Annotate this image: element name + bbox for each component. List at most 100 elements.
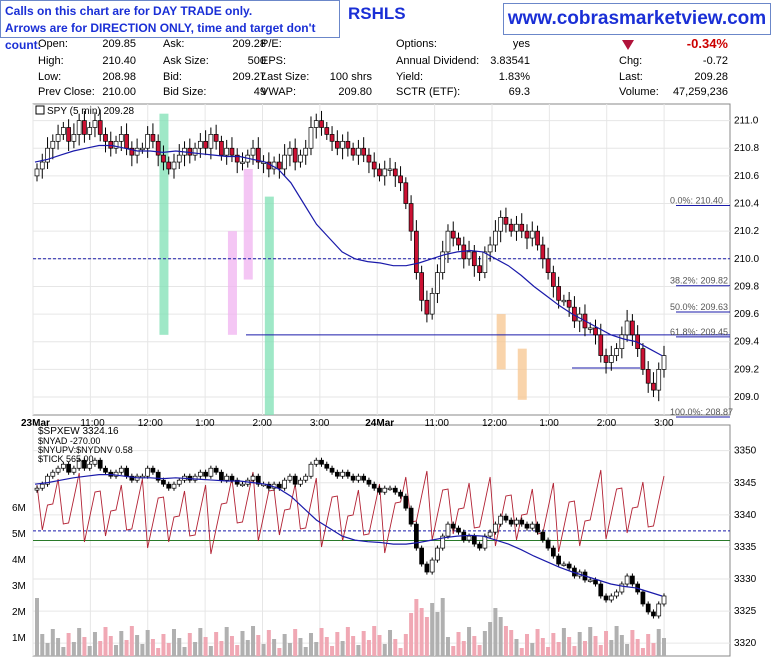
price-panel-frame (32, 103, 731, 416)
candle-body (556, 555, 561, 565)
candle-body (192, 147, 198, 156)
volume-tick-label: 3M (12, 581, 26, 592)
tick-indicator-line (36, 469, 665, 555)
indicator-legend-entry: $TICK 565.00 (38, 454, 94, 464)
candle-body (651, 611, 656, 617)
candle-body (197, 471, 203, 477)
candle-body (250, 147, 256, 156)
candle-body (608, 595, 614, 601)
candle-body (197, 140, 203, 149)
candle-body (551, 272, 556, 287)
candle-body (60, 127, 66, 135)
candle-body (392, 487, 398, 493)
volume-bar (561, 628, 566, 656)
volume-bar (114, 645, 119, 656)
candle-body (203, 140, 208, 149)
candle-body (598, 583, 604, 597)
candle-body (403, 495, 409, 509)
candle-body (277, 483, 282, 489)
candle-body (50, 471, 56, 477)
candle-body (39, 161, 45, 170)
candle-body (277, 161, 282, 170)
highlight-band (227, 231, 237, 335)
candle-body (71, 467, 77, 473)
candle-body (150, 467, 156, 473)
volume-bar (577, 632, 582, 656)
candle-body (566, 563, 572, 569)
candle-body (614, 348, 619, 356)
volume-bar (403, 634, 408, 656)
candle-body (155, 471, 161, 481)
volume-bar (519, 648, 524, 656)
candle-body (87, 127, 93, 135)
quote-value: 209.27 (232, 71, 266, 83)
disclaimer-line-1: Calls on this chart are for DAY TRADE on… (5, 4, 253, 18)
candle-body (414, 523, 419, 549)
candle-body (598, 334, 604, 356)
volume-bar (614, 626, 619, 656)
candle-body (482, 251, 488, 273)
candle-body (118, 134, 124, 142)
volume-bar (451, 646, 456, 656)
quote-label: Annual Dividend: (396, 55, 480, 67)
candle-body (60, 463, 66, 469)
x-tick-label: 11:00 (425, 418, 450, 429)
candle-body (656, 369, 662, 391)
candle-body (545, 539, 551, 549)
quote-label: Last Size: (261, 71, 310, 83)
candle-body (282, 154, 287, 170)
x-tick-label: 24Mar (365, 418, 394, 429)
candle-body (298, 154, 303, 163)
candle-body (593, 579, 598, 585)
candle-body (45, 475, 50, 485)
candle-body (414, 230, 419, 273)
volume-bar (593, 636, 598, 656)
candle-body (134, 147, 140, 156)
candle-body (398, 175, 403, 184)
quote-value: 209.28 (232, 38, 266, 50)
candle-body (361, 147, 367, 156)
y-tick-label: 3345 (734, 478, 757, 489)
quote-value: 49 (253, 86, 266, 98)
volume-bar (287, 643, 292, 656)
candle-body (92, 459, 98, 465)
candle-body (161, 479, 166, 485)
volume-bar (314, 642, 319, 656)
volume-bar (540, 638, 545, 656)
y-tick-label: 3340 (734, 510, 757, 521)
brand-url[interactable]: www.cobrasmarketview.com (503, 3, 771, 35)
candle-body (445, 230, 451, 253)
candle-body (630, 575, 635, 585)
volume-bar (588, 627, 593, 656)
candle-body (324, 463, 330, 469)
quote-label: SCTR (ETF): (396, 86, 461, 98)
y-tick-label: 209.0 (734, 392, 759, 403)
candle-body (240, 483, 245, 487)
volume-bar (129, 626, 134, 656)
volume-bar (56, 638, 61, 656)
candle-body (303, 475, 309, 481)
volume-bar (509, 630, 514, 656)
volume-bar (388, 630, 393, 656)
highlight-band (517, 348, 527, 400)
candle-body (466, 535, 472, 541)
x-tick-label: 11:00 (80, 418, 105, 429)
volume-bar (435, 612, 440, 656)
candle-body (566, 299, 572, 308)
candle-body (424, 563, 430, 573)
candle-body (224, 475, 230, 481)
y-tick-label: 3320 (734, 638, 757, 649)
quote-label: Volume: (619, 86, 659, 98)
quote-label: Ask: (163, 38, 185, 50)
volume-bar (35, 598, 39, 656)
candle-body (208, 134, 214, 149)
volume-bar (630, 630, 635, 656)
candle-body (603, 595, 609, 601)
candle-body (535, 523, 540, 533)
candle-body (39, 483, 45, 489)
volume-bar (498, 617, 503, 656)
candle-body (329, 467, 335, 473)
candle-body (213, 134, 219, 142)
volume-bar (251, 626, 256, 656)
candle-body (229, 147, 235, 156)
